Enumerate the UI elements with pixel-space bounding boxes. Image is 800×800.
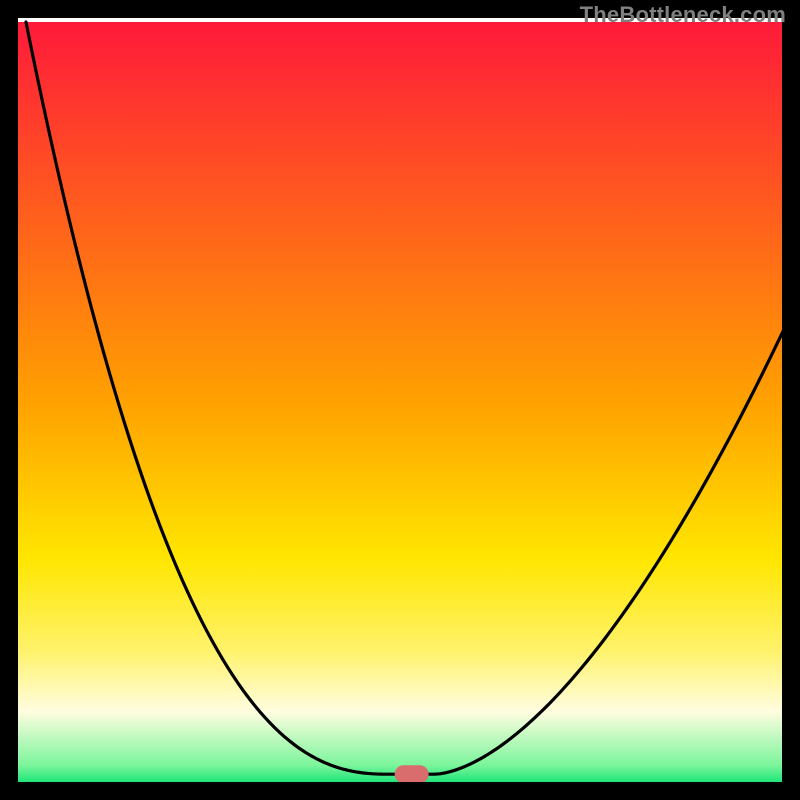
optimum-marker bbox=[395, 765, 429, 783]
watermark-text: TheBottleneck.com bbox=[580, 2, 786, 28]
chart-container: TheBottleneck.com bbox=[0, 0, 800, 800]
gradient-fill bbox=[12, 22, 788, 788]
bottleneck-chart bbox=[0, 0, 800, 800]
